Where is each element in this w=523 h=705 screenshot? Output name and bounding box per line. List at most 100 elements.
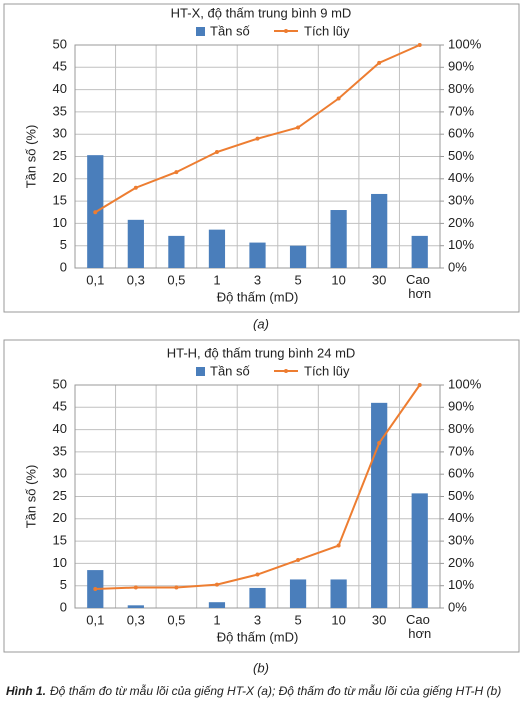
y2-tick-label: 100% [448, 376, 482, 391]
line-point [174, 170, 179, 175]
x-tick-label: 10 [331, 612, 345, 627]
y-tick-label: 30 [53, 126, 67, 141]
y-tick-label: 35 [53, 103, 67, 118]
line-point [214, 582, 219, 587]
y-tick-label: 25 [53, 488, 67, 503]
x-tick-label: 3 [254, 612, 261, 627]
y-tick-label: 40 [53, 81, 67, 96]
y-tick-label: 45 [53, 59, 67, 74]
y-tick-label: 30 [53, 466, 67, 481]
bar [127, 219, 144, 268]
y2-tick-label: 10% [448, 577, 474, 592]
y2-tick-label: 30% [448, 533, 474, 548]
y-tick-label: 35 [53, 443, 67, 458]
bar [208, 602, 226, 608]
y-tick-label: 20 [53, 170, 67, 185]
y2-tick-label: 20% [448, 215, 474, 230]
line-point [133, 585, 138, 590]
line-point [336, 96, 341, 101]
line-point [296, 125, 301, 130]
panel-label: (a) [253, 316, 269, 331]
y2-tick-label: 80% [448, 421, 474, 436]
x-tick-label: 0,1 [86, 272, 104, 287]
caption-text: Độ thấm đo từ mẫu lõi của giếng HT-X (a)… [50, 684, 501, 698]
line-point [417, 383, 422, 387]
y-tick-label: 15 [53, 533, 67, 548]
legend-swatch [196, 367, 205, 376]
line-point [377, 60, 382, 65]
x-tick-label: 0,3 [127, 612, 145, 627]
line-point [417, 43, 422, 47]
y2-tick-label: 70% [448, 443, 474, 458]
line-point [93, 587, 98, 592]
bar [330, 579, 347, 608]
y-tick-label: 5 [60, 577, 67, 592]
panel-border [3, 3, 520, 313]
y-tick-label: 0 [60, 599, 67, 614]
y2-tick-label: 60% [448, 126, 474, 141]
x-tick-label: 1 [213, 612, 220, 627]
chart-title: HT-H, độ thấm trung bình 24 mD [167, 345, 356, 360]
panel-border [3, 339, 520, 653]
y2-tick-label: 70% [448, 103, 474, 118]
y-tick-label: 40 [53, 421, 67, 436]
y2-tick-label: 100% [448, 36, 482, 51]
x-tick-label: 10 [331, 272, 345, 287]
y2-tick-label: 50% [448, 148, 474, 163]
x-tick-label: 30 [372, 272, 386, 287]
y-tick-label: 10 [53, 555, 67, 570]
y2-tick-label: 20% [448, 555, 474, 570]
bar [289, 245, 307, 268]
y2-tick-label: 0% [448, 259, 467, 274]
caption: Hình 1. Độ thấm đo từ mẫu lõi của giếng H… [6, 684, 501, 698]
legend-label: Tích lũy [304, 363, 350, 378]
x-tick-label: 5 [294, 612, 301, 627]
y-axis-label: Tần số (%) [23, 465, 38, 529]
line [94, 44, 421, 214]
legend-swatch [284, 29, 288, 33]
line-point [174, 585, 179, 590]
y-tick-label: 25 [53, 148, 67, 163]
bar [168, 235, 185, 268]
line-point [336, 543, 341, 548]
panel-label: (b) [253, 660, 269, 675]
bar [411, 235, 428, 268]
x-tick-label: Cao hơn [406, 272, 433, 301]
y-tick-label: 50 [53, 36, 67, 51]
bar [289, 579, 307, 608]
bar [249, 242, 266, 268]
y2-tick-label: 30% [448, 193, 474, 208]
line-point [377, 440, 382, 445]
x-tick-label: 0,3 [127, 272, 145, 287]
y-tick-label: 20 [53, 510, 67, 525]
x-tick-label: 3 [254, 272, 261, 287]
line-point [255, 572, 260, 577]
x-tick-label: 0,5 [167, 272, 185, 287]
y-axis-label: Tần số (%) [23, 125, 38, 189]
x-tick-label: 1 [213, 272, 220, 287]
y2-tick-label: 60% [448, 466, 474, 481]
bar [208, 229, 226, 268]
y2-tick-label: 90% [448, 399, 474, 414]
y-tick-label: 50 [53, 376, 67, 391]
y2-tick-label: 40% [448, 170, 474, 185]
y2-tick-label: 40% [448, 510, 474, 525]
y2-tick-label: 10% [448, 237, 474, 252]
legend-swatch [284, 369, 288, 373]
line-point [133, 185, 138, 190]
legend-label: Tần số [210, 363, 250, 378]
x-tick-label: 0,1 [86, 612, 104, 627]
bar [371, 193, 388, 268]
chart-title: HT-X, độ thấm trung bình 9 mD [171, 5, 352, 20]
line-point [296, 558, 301, 563]
y-tick-label: 15 [53, 193, 67, 208]
x-axis-label: Độ thấm (mD) [217, 629, 299, 644]
y2-tick-label: 80% [448, 81, 474, 96]
y2-tick-label: 50% [448, 488, 474, 503]
caption-bold: Hình 1. [6, 684, 46, 698]
legend-swatch [196, 27, 205, 36]
line-point [93, 210, 98, 215]
y-tick-label: 45 [53, 399, 67, 414]
y2-tick-label: 0% [448, 599, 467, 614]
